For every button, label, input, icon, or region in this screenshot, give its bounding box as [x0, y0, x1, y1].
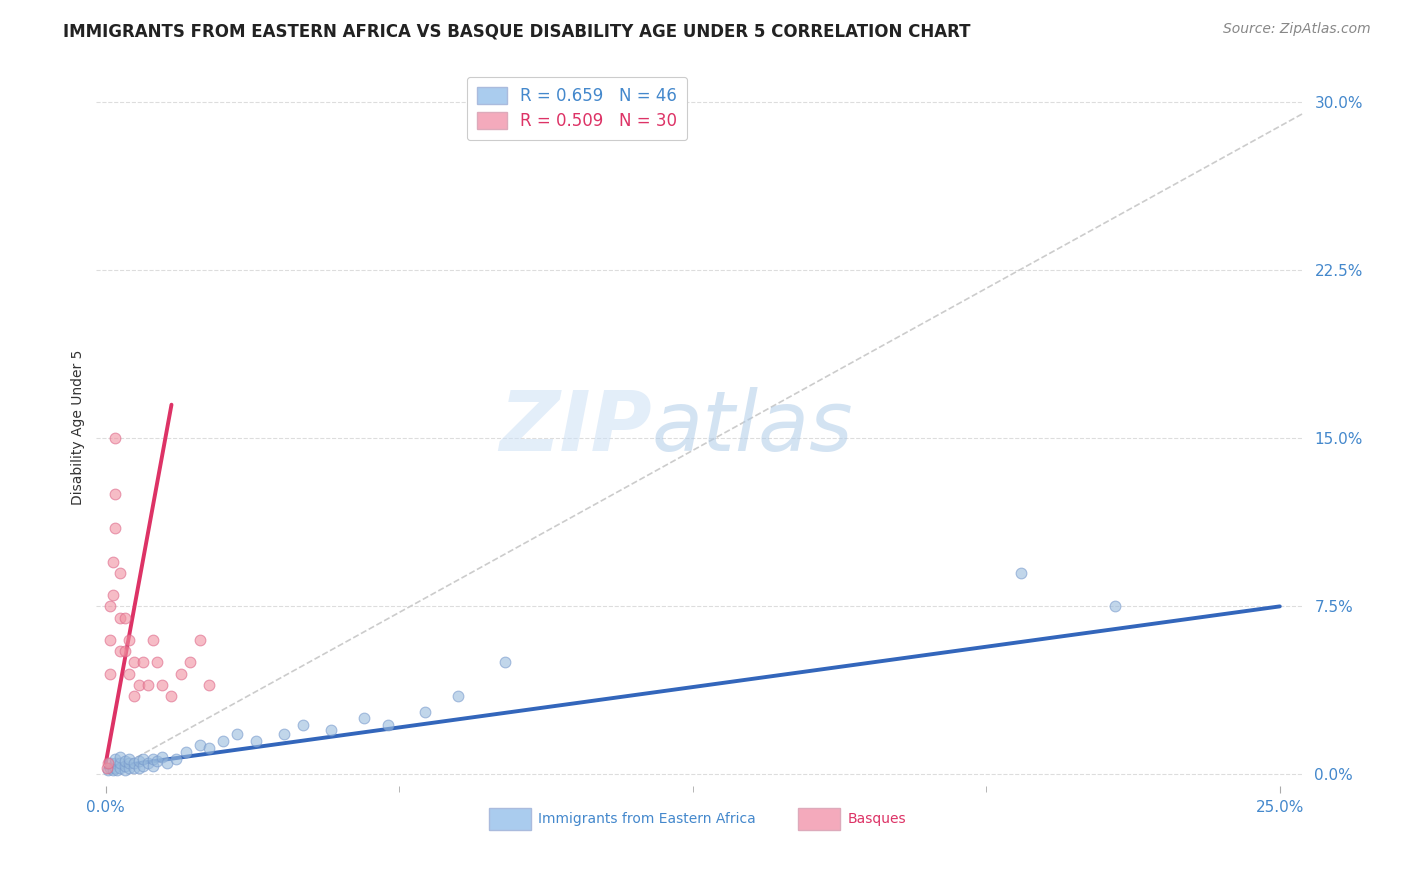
- Point: [150, 749, 173, 764]
- Point: [377, 718, 399, 732]
- Point: [122, 689, 145, 703]
- Point: [122, 756, 145, 771]
- Point: [108, 566, 131, 580]
- Point: [146, 754, 169, 768]
- Point: [122, 761, 145, 775]
- Point: [413, 705, 436, 719]
- Point: [179, 656, 201, 670]
- Text: IMMIGRANTS FROM EASTERN AFRICA VS BASQUE DISABILITY AGE UNDER 5 CORRELATION CHAR: IMMIGRANTS FROM EASTERN AFRICA VS BASQUE…: [63, 22, 970, 40]
- Point: [150, 678, 173, 692]
- Point: [198, 740, 221, 755]
- Point: [100, 756, 122, 771]
- Point: [136, 678, 159, 692]
- Point: [101, 763, 124, 777]
- Point: [118, 761, 141, 775]
- Point: [104, 431, 127, 445]
- Point: [142, 752, 165, 766]
- Point: [188, 632, 211, 647]
- Point: [1011, 566, 1033, 580]
- Point: [447, 689, 470, 703]
- Point: [114, 610, 136, 624]
- Point: [132, 656, 155, 670]
- Point: [108, 610, 131, 624]
- Y-axis label: Disability Age Under 5: Disability Age Under 5: [72, 350, 86, 505]
- Point: [174, 745, 197, 759]
- Point: [118, 632, 141, 647]
- Point: [160, 689, 183, 703]
- Point: [100, 599, 122, 614]
- Point: [128, 761, 150, 775]
- Point: [142, 632, 165, 647]
- Point: [114, 754, 136, 768]
- Point: [273, 727, 295, 741]
- Point: [321, 723, 343, 737]
- Point: [146, 656, 169, 670]
- Point: [114, 644, 136, 658]
- Point: [96, 761, 118, 775]
- Point: [118, 756, 141, 771]
- Point: [108, 761, 131, 775]
- Point: [107, 763, 129, 777]
- Point: [101, 588, 124, 602]
- Point: [291, 718, 314, 732]
- Point: [156, 756, 179, 771]
- Point: [245, 734, 267, 748]
- Point: [97, 756, 120, 771]
- Point: [128, 678, 150, 692]
- Point: [100, 761, 122, 775]
- Legend: R = 0.659   N = 46, R = 0.509   N = 30: R = 0.659 N = 46, R = 0.509 N = 30: [467, 77, 688, 140]
- Point: [132, 752, 155, 766]
- Point: [353, 711, 375, 725]
- Point: [100, 666, 122, 681]
- Text: atlas: atlas: [651, 386, 853, 467]
- Point: [118, 752, 141, 766]
- Point: [165, 752, 187, 766]
- Text: Source: ZipAtlas.com: Source: ZipAtlas.com: [1223, 22, 1371, 37]
- Point: [104, 761, 127, 775]
- Point: [104, 752, 127, 766]
- Point: [226, 727, 249, 741]
- Point: [136, 756, 159, 771]
- Point: [188, 739, 211, 753]
- Point: [100, 632, 122, 647]
- Point: [108, 749, 131, 764]
- Point: [104, 521, 127, 535]
- Point: [142, 758, 165, 772]
- Point: [212, 734, 235, 748]
- Point: [108, 756, 131, 771]
- Point: [118, 666, 141, 681]
- Point: [1104, 599, 1126, 614]
- Point: [97, 763, 120, 777]
- Point: [108, 644, 131, 658]
- Point: [104, 756, 127, 771]
- Text: ZIP: ZIP: [499, 386, 651, 467]
- Point: [114, 758, 136, 772]
- Point: [101, 555, 124, 569]
- Point: [114, 763, 136, 777]
- Text: Immigrants from Eastern Africa: Immigrants from Eastern Africa: [538, 812, 756, 826]
- Point: [494, 656, 516, 670]
- Point: [198, 678, 221, 692]
- Point: [170, 666, 193, 681]
- Point: [132, 758, 155, 772]
- Point: [104, 487, 127, 501]
- Point: [128, 754, 150, 768]
- Text: Basques: Basques: [848, 812, 905, 826]
- Point: [122, 656, 145, 670]
